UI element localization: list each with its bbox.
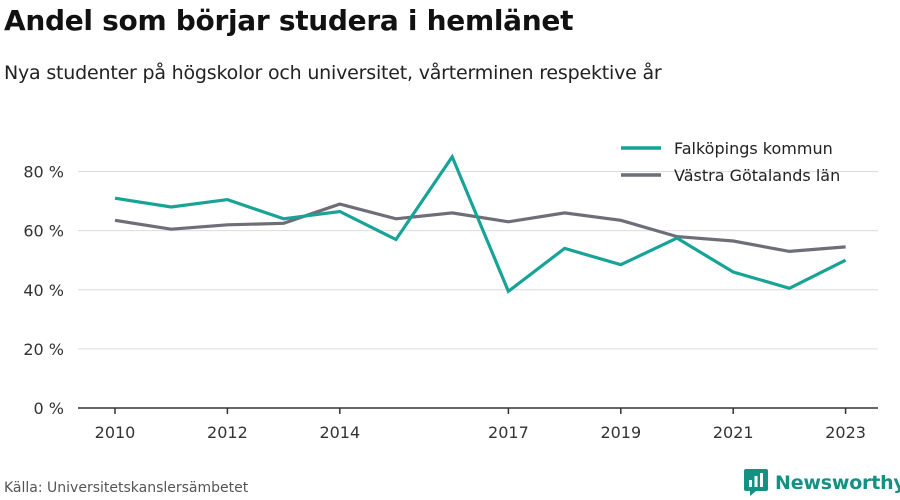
x-tick-label: 2012 xyxy=(207,423,248,442)
chart-subtitle: Nya studenter på högskolor och universit… xyxy=(4,62,662,84)
source-note: Källa: Universitetskanslersämbetet xyxy=(4,480,249,496)
bar-chart-logo-icon xyxy=(744,469,768,496)
x-tick-label: 2010 xyxy=(95,423,136,442)
x-tick-label: 2023 xyxy=(825,423,866,442)
x-tick-label: 2021 xyxy=(713,423,754,442)
brand-logo: Newsworthy xyxy=(744,469,900,496)
x-tick-label: 2014 xyxy=(319,423,360,442)
y-tick-label: 40 % xyxy=(23,281,64,300)
y-tick-label: 0 % xyxy=(34,399,64,418)
y-tick-label: 20 % xyxy=(23,340,64,359)
chart-title: Andel som börjar studera i hemlänet xyxy=(4,4,574,37)
brand-name: Newsworthy xyxy=(775,471,900,494)
y-tick-label: 60 % xyxy=(23,222,64,241)
series-line-1 xyxy=(114,202,846,254)
series-line-0 xyxy=(114,153,847,294)
line-chart: 0 % 20 % 40 % 60 % 80 % 2010 2012 2014 2017 2019 2… xyxy=(23,139,878,442)
x-tick-label: 2017 xyxy=(488,423,529,442)
legend-label: Falköpings kommun xyxy=(674,139,833,158)
x-tick-label: 2019 xyxy=(600,423,641,442)
y-tick-label: 80 % xyxy=(23,163,64,182)
legend-label: Västra Götalands län xyxy=(674,166,840,185)
